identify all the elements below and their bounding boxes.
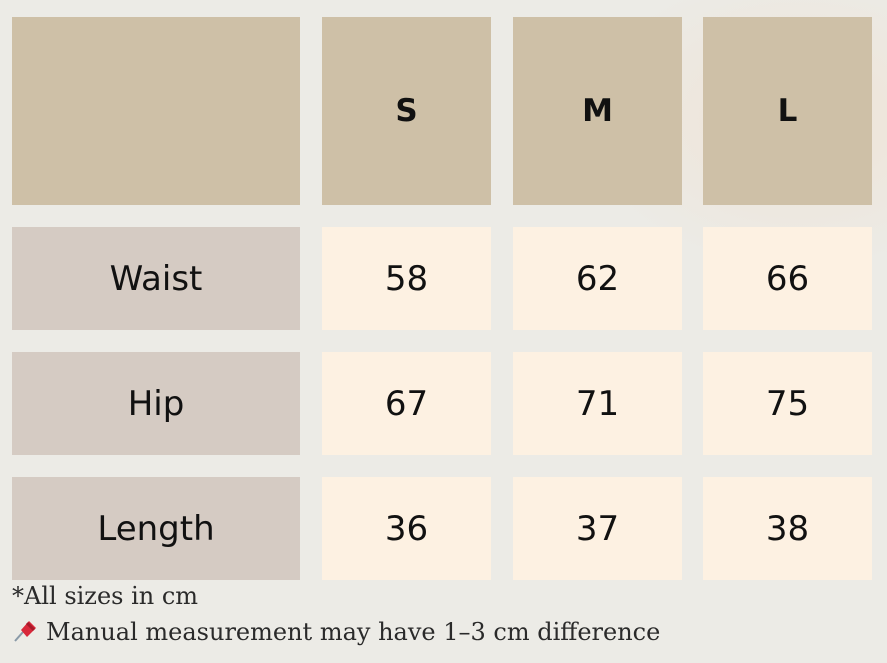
table-cell: 36 bbox=[322, 477, 491, 580]
disclaimer-text: Manual measurement may have 1–3 cm diffe… bbox=[46, 618, 661, 646]
table-cell: 66 bbox=[703, 227, 872, 330]
row-label-hip: Hip bbox=[12, 352, 300, 455]
table-cell: 75 bbox=[703, 352, 872, 455]
table-cell: 38 bbox=[703, 477, 872, 580]
pushpin-icon bbox=[12, 619, 38, 643]
units-note: *All sizes in cm bbox=[12, 582, 199, 610]
table-cell: 67 bbox=[322, 352, 491, 455]
row-label-length: Length bbox=[12, 477, 300, 580]
table-cell: 58 bbox=[322, 227, 491, 330]
table-cell: 37 bbox=[513, 477, 682, 580]
header-size-m: M bbox=[513, 17, 682, 205]
row-label-waist: Waist bbox=[12, 227, 300, 330]
disclaimer-note: Manual measurement may have 1–3 cm diffe… bbox=[12, 618, 660, 646]
table-cell: 62 bbox=[513, 227, 682, 330]
header-size-s: S bbox=[322, 17, 491, 205]
table-cell: 71 bbox=[513, 352, 682, 455]
header-corner bbox=[12, 17, 300, 205]
header-size-l: L bbox=[703, 17, 872, 205]
